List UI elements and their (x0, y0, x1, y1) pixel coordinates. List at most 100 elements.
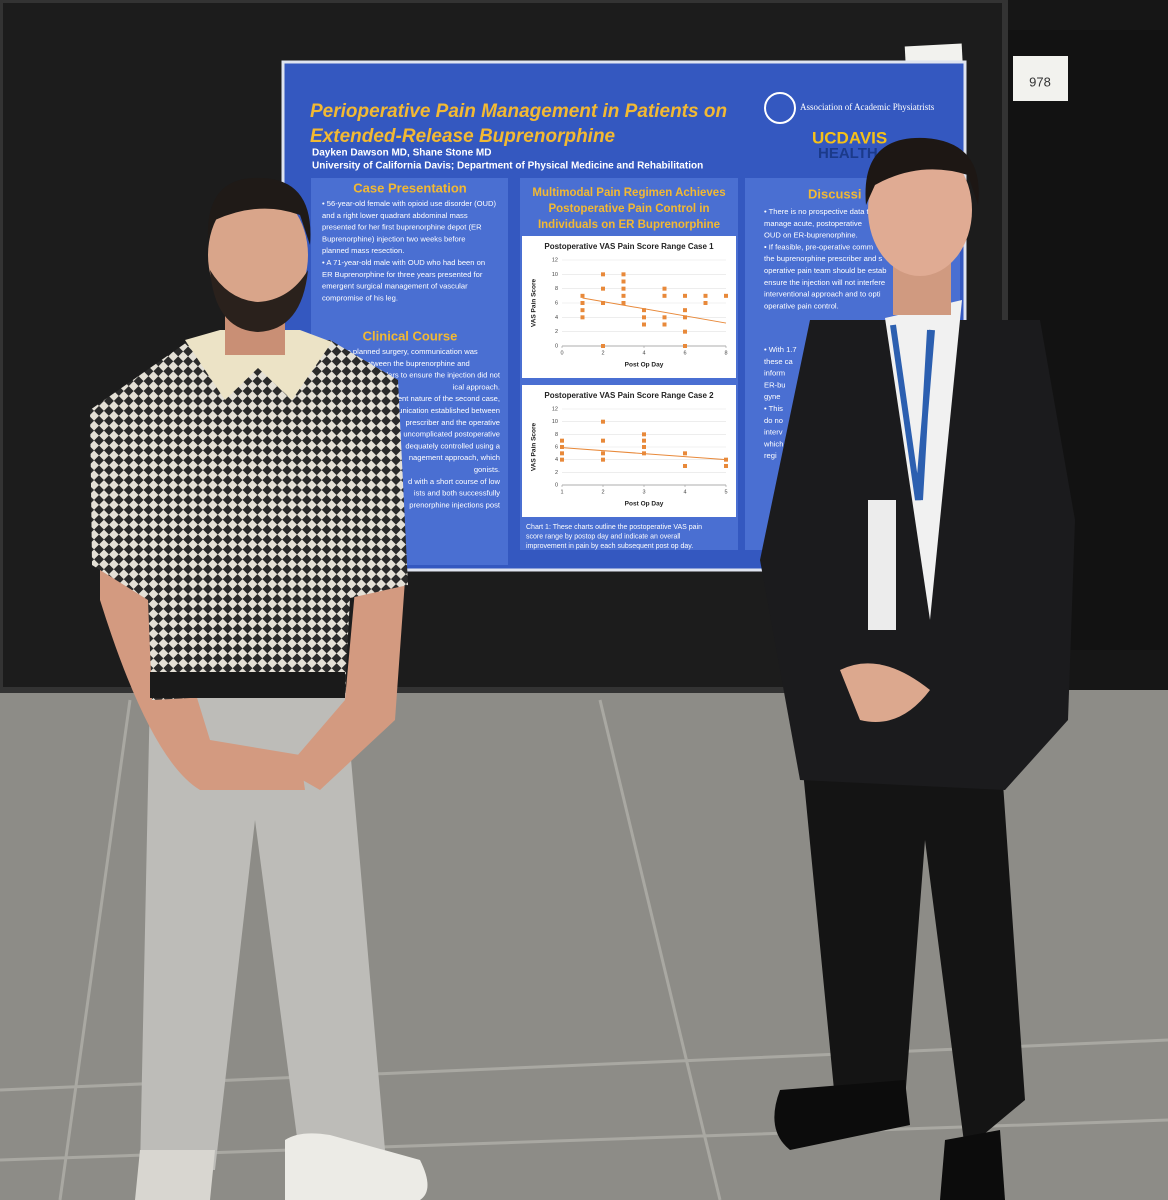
chart-heading: Multimodal Pain Regimen Achieves (532, 187, 725, 199)
point (601, 419, 605, 424)
body-text: rgent nature of the second case, (391, 394, 500, 403)
point (683, 451, 687, 456)
body-text: prescriber and the operative (405, 418, 500, 427)
trousers (800, 740, 1025, 1150)
body-text: n uncomplicated postoperative (397, 430, 500, 439)
point (601, 344, 605, 348)
body-text: ensure the injection will not interfere (764, 278, 885, 287)
booth-number: 978 (1029, 74, 1051, 89)
chart-box (522, 385, 736, 517)
y-tick-label: 8 (555, 432, 558, 438)
point (560, 457, 564, 462)
body-text: Buprenorphine) injection two weeks befor… (322, 234, 466, 243)
x-tick-label: 5 (724, 489, 727, 495)
person-left (90, 177, 428, 1200)
body-text: • With 1.7 (764, 345, 797, 354)
body-text: these ca (764, 357, 793, 366)
point (580, 308, 585, 313)
point (642, 438, 646, 443)
body-text: gonists. (474, 465, 500, 474)
point (642, 308, 646, 313)
arm (285, 580, 405, 790)
caption: score range by postop day and indicate a… (526, 533, 681, 540)
chart-heading: Individuals on ER Buprenorphine (538, 219, 720, 231)
body-text: manage acute, postoperative (764, 219, 862, 228)
x-tick-label: 2 (601, 350, 604, 356)
y-tick-label: 12 (552, 406, 558, 412)
body-text: • A 71-year-old male with OUD who had be… (322, 258, 485, 267)
point (621, 293, 626, 298)
body-text: ER-bu (764, 380, 786, 389)
point (601, 457, 605, 462)
beard (210, 270, 308, 332)
point (601, 451, 605, 456)
point (621, 286, 626, 291)
body-text: established between the buprenorphine an… (322, 359, 470, 368)
x-tick-label: 3 (642, 489, 645, 495)
y-tick-label: 2 (555, 470, 558, 476)
point (703, 301, 708, 305)
lanyard (890, 324, 935, 501)
pants (140, 690, 385, 1170)
y-tick-label: 10 (552, 272, 558, 278)
chart-title: Postoperative VAS Pain Score Range Case … (544, 242, 714, 251)
hair (207, 177, 311, 245)
body-text: gical providers to ensure the injection … (350, 371, 501, 380)
body-text: planned mass resection. (322, 246, 404, 255)
brand: HEALTH (818, 145, 878, 162)
hair (865, 137, 979, 205)
point (560, 445, 564, 449)
brand: UCDAVIS (812, 128, 887, 147)
point (642, 445, 646, 449)
body-text: which (763, 439, 783, 448)
point (662, 293, 667, 298)
body-text: presented for her first buprenorphine de… (322, 223, 482, 232)
body-text: inform (764, 369, 785, 378)
y-tick-label: 10 (552, 419, 558, 425)
body-text: OUD on ER-buprenorphine. (764, 231, 858, 240)
point (703, 293, 708, 298)
badge (868, 500, 896, 630)
x-tick-label: 4 (642, 350, 645, 356)
y-tick-label: 6 (555, 300, 558, 306)
section-heading: Discussi (808, 186, 861, 201)
suit-jacket (760, 320, 1075, 790)
point (621, 301, 626, 305)
point (560, 438, 564, 443)
point (724, 464, 728, 468)
poster-title: Extended-Release Buprenorphine (310, 126, 616, 147)
body-text: the buprenorphine prescriber and s (764, 254, 882, 263)
body-text: and a right lower quadrant abdominal mas… (322, 211, 468, 220)
point (662, 322, 667, 327)
y-tick-label: 4 (555, 315, 558, 321)
point (683, 329, 687, 334)
point (683, 293, 687, 298)
body-text: • There is no prospective data to (764, 207, 873, 216)
body-text: • 56-year-old female with opioid use dis… (322, 199, 496, 208)
y-tick-label: 6 (555, 444, 558, 450)
point (601, 301, 605, 305)
shoe (135, 1150, 215, 1200)
point (601, 272, 605, 277)
x-tick-label: 8 (724, 350, 727, 356)
x-tick-label: 4 (683, 489, 686, 495)
shoe (285, 1133, 428, 1200)
body-text: mmunication established between (386, 406, 500, 415)
booth-tag (1013, 56, 1068, 101)
head (868, 144, 972, 276)
y-axis-label: VAS Pain Score (531, 278, 538, 327)
body-text: emergent surgical management of vascular (322, 282, 468, 291)
caption: Chart 1: These charts outline the postop… (526, 524, 702, 531)
head (208, 190, 308, 320)
point (683, 464, 687, 468)
y-tick-label: 12 (552, 257, 558, 263)
point (683, 344, 687, 348)
body-text: • This (764, 404, 783, 413)
point (683, 315, 687, 320)
body-text: dequately controlled using a (405, 441, 500, 450)
body-text: d with a short course of low (408, 477, 501, 486)
body-text: prenorphine injections post (409, 500, 501, 509)
belt (150, 672, 345, 698)
